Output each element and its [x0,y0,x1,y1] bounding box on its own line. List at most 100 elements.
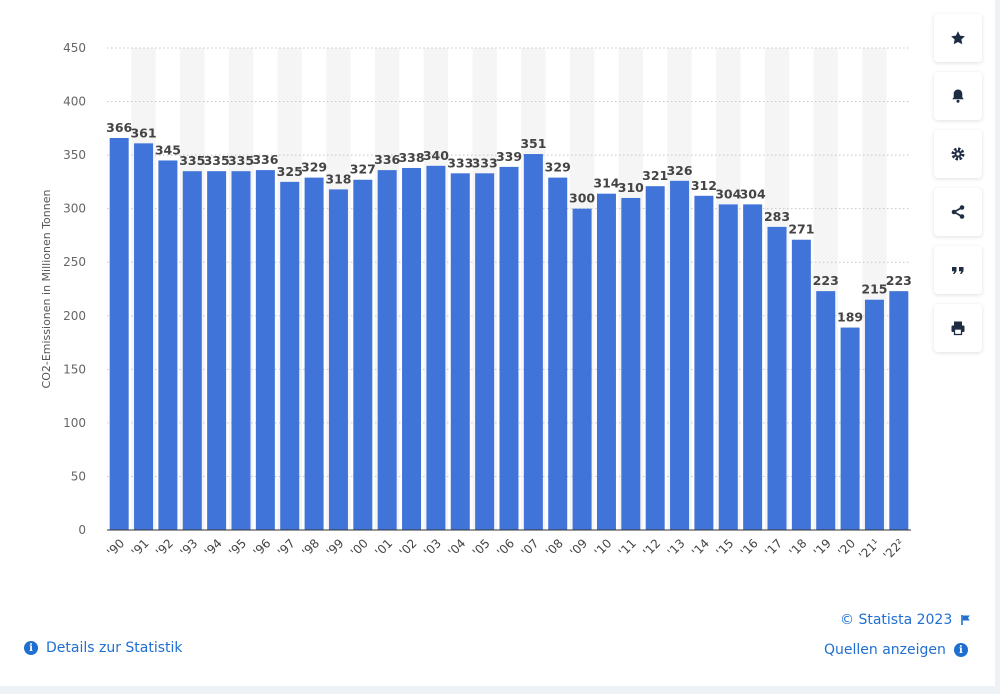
info-icon: i [953,643,968,657]
bar[interactable] [353,179,373,530]
cite-button[interactable] [934,246,982,294]
bars [109,137,909,531]
x-tick-label: '04 [445,536,468,559]
bar[interactable] [889,291,909,530]
bar[interactable] [402,167,422,530]
x-tick-label: '10 [592,536,615,559]
x-tick-label: '91 [129,536,152,559]
bar[interactable] [231,171,251,530]
x-tick-label: '07 [518,536,541,559]
notification-button[interactable] [934,72,982,120]
bar[interactable] [182,171,202,530]
value-label: 223 [886,273,912,288]
bar[interactable] [621,197,641,530]
value-label: 327 [350,162,376,177]
x-axis-ticks: '90'91'92'93'94'95'96'97'98'99'00'01'02 '… [104,536,907,563]
value-label: 321 [642,168,668,183]
sources-link[interactable]: Quellen anzeigen i [824,642,968,658]
x-tick-label: '13 [665,536,688,559]
value-label: 271 [788,222,814,237]
bar[interactable] [596,193,616,530]
value-label: 312 [691,178,717,193]
bar[interactable] [572,208,592,530]
value-label: 318 [325,171,351,186]
x-tick-label: '09 [567,536,590,559]
y-axis-ticks: 0 50 100 150 200 250 300 350 400 450 [63,41,86,537]
x-tick-label: '17 [762,536,785,559]
value-label: 283 [764,209,790,224]
value-labels: 3663613453353353353363253293183273363383… [106,120,912,325]
x-tick-label: '18 [786,536,809,559]
value-label: 314 [593,176,619,191]
y-tick-label: 400 [63,95,86,109]
y-axis-label: CO2-Emissionen in Millionen Tonnen [40,190,53,389]
y-tick-label: 0 [78,523,86,537]
star-icon [951,31,965,45]
bar[interactable] [475,173,495,530]
y-tick-label: 350 [63,148,86,162]
gear-icon [951,147,965,161]
bar[interactable] [816,291,836,530]
y-tick-label: 150 [63,362,86,376]
x-tick-label: '08 [543,536,566,559]
x-tick-label: '20 [835,536,858,559]
bar[interactable] [743,204,763,531]
share-button[interactable] [934,188,982,236]
bar[interactable] [328,189,348,531]
y-tick-label: 50 [71,469,86,483]
toolbar [934,14,982,362]
value-label: 340 [423,148,449,163]
y-tick-label: 250 [63,255,86,269]
x-tick-label: '14 [689,536,712,559]
bar[interactable] [645,186,665,530]
bar[interactable] [426,165,446,531]
bar[interactable] [523,154,543,531]
print-button[interactable] [934,304,982,352]
bar[interactable] [670,180,690,530]
value-label: 189 [837,310,863,325]
flag-icon [961,615,971,625]
bar[interactable] [864,299,884,530]
favorite-button[interactable] [934,14,982,62]
settings-button[interactable] [934,130,982,178]
x-tick-label: '93 [177,536,200,559]
y-tick-label: 100 [63,416,86,430]
value-label: 333 [472,155,498,170]
x-tick-label: '96 [250,536,273,559]
details-link-label: Details zur Statistik [46,640,183,656]
bar[interactable] [548,177,568,531]
y-tick-label: 450 [63,41,86,55]
bar[interactable] [134,143,154,530]
x-tick-label: '90 [104,536,127,559]
statista-credit[interactable]: © Statista 2023 [840,612,972,628]
bar[interactable] [304,177,324,531]
bar[interactable] [499,166,519,531]
bar[interactable] [718,204,738,531]
bar[interactable] [255,170,275,530]
sources-link-label: Quellen anzeigen [824,642,946,658]
x-tick-label: '92 [153,536,176,559]
value-label: 333 [447,155,473,170]
info-icon: i [24,641,38,655]
printer-icon [951,321,965,336]
value-label: 304 [740,186,766,201]
bar[interactable] [207,171,227,530]
bar[interactable] [767,226,787,530]
value-label: 310 [618,180,644,195]
details-link[interactable]: i Details zur Statistik [24,640,183,656]
value-label: 326 [666,163,692,178]
bar[interactable] [840,327,860,530]
bar[interactable] [694,195,714,530]
bar[interactable] [109,137,129,530]
x-tick-label: '99 [324,536,347,559]
bar[interactable] [450,173,470,530]
y-tick-label: 200 [63,309,86,323]
value-label: 329 [545,160,571,175]
x-tick-label: '19 [811,536,834,559]
bar[interactable] [158,160,178,530]
x-tick-label: '95 [226,536,249,559]
bar[interactable] [280,181,300,530]
bar[interactable] [377,170,397,530]
bar[interactable] [791,239,811,530]
x-tick-label: '00 [348,536,371,559]
